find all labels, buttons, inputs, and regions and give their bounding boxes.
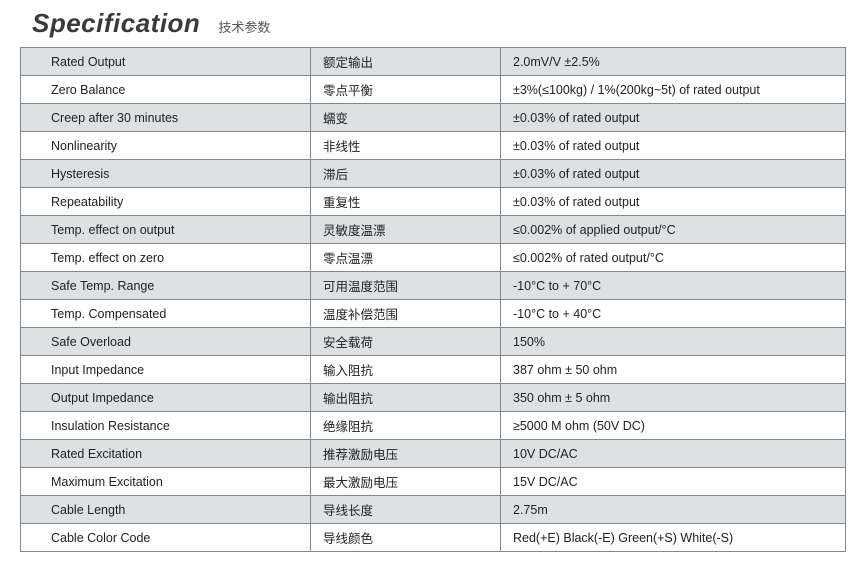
spec-name-en: Output Impedance <box>21 384 311 412</box>
table-row: Cable Length导线长度2.75m <box>21 496 846 524</box>
spec-name-zh: 重复性 <box>311 188 501 216</box>
spec-value: ±0.03% of rated output <box>501 160 846 188</box>
spec-value: ≥5000 M ohm (50V DC) <box>501 412 846 440</box>
table-row: Output Impedance输出阻抗350 ohm ± 5 ohm <box>21 384 846 412</box>
spec-value: 150% <box>501 328 846 356</box>
spec-value: -10°C to + 70°C <box>501 272 846 300</box>
spec-value: ±0.03% of rated output <box>501 188 846 216</box>
spec-name-zh: 额定输出 <box>311 48 501 76</box>
table-row: Maximum Excitation最大激励电压15V DC/AC <box>21 468 846 496</box>
spec-name-en: Temp. effect on zero <box>21 244 311 272</box>
spec-name-zh: 输出阻抗 <box>311 384 501 412</box>
spec-value: 2.75m <box>501 496 846 524</box>
spec-name-zh: 推荐激励电压 <box>311 440 501 468</box>
title-en: Specification <box>32 8 200 39</box>
table-row: Safe Overload安全载荷150% <box>21 328 846 356</box>
spec-name-en: Rated Excitation <box>21 440 311 468</box>
spec-name-en: Rated Output <box>21 48 311 76</box>
table-row: Rated Excitation推荐激励电压10V DC/AC <box>21 440 846 468</box>
spec-value: -10°C to + 40°C <box>501 300 846 328</box>
spec-name-en: Maximum Excitation <box>21 468 311 496</box>
spec-name-en: Nonlinearity <box>21 132 311 160</box>
table-row: Repeatability重复性±0.03% of rated output <box>21 188 846 216</box>
table-row: Input Impedance输入阻抗387 ohm ± 50 ohm <box>21 356 846 384</box>
spec-name-en: Repeatability <box>21 188 311 216</box>
spec-name-zh: 零点温漂 <box>311 244 501 272</box>
table-row: Rated Output额定输出2.0mV/V ±2.5% <box>21 48 846 76</box>
spec-name-zh: 导线长度 <box>311 496 501 524</box>
spec-value: 350 ohm ± 5 ohm <box>501 384 846 412</box>
spec-name-en: Creep after 30 minutes <box>21 104 311 132</box>
spec-name-zh: 可用温度范围 <box>311 272 501 300</box>
spec-name-en: Temp. Compensated <box>21 300 311 328</box>
title-zh: 技术参数 <box>218 17 270 36</box>
table-row: Creep after 30 minutes蠕变±0.03% of rated … <box>21 104 846 132</box>
spec-name-en: Zero Balance <box>21 76 311 104</box>
spec-name-zh: 灵敏度温漂 <box>311 216 501 244</box>
table-row: Hysteresis滞后±0.03% of rated output <box>21 160 846 188</box>
spec-name-zh: 绝缘阻抗 <box>311 412 501 440</box>
spec-name-en: Input Impedance <box>21 356 311 384</box>
spec-value: ±0.03% of rated output <box>501 132 846 160</box>
spec-name-en: Temp. effect on output <box>21 216 311 244</box>
table-row: Insulation Resistance绝缘阻抗≥5000 M ohm (50… <box>21 412 846 440</box>
spec-name-en: Safe Overload <box>21 328 311 356</box>
spec-table: Rated Output额定输出2.0mV/V ±2.5%Zero Balanc… <box>20 47 846 552</box>
spec-value: 15V DC/AC <box>501 468 846 496</box>
spec-value: ±3%(≤100kg) / 1%(200kg~5t) of rated outp… <box>501 76 846 104</box>
table-row: Temp. Compensated温度补偿范围-10°C to + 40°C <box>21 300 846 328</box>
table-row: Safe Temp. Range可用温度范围-10°C to + 70°C <box>21 272 846 300</box>
spec-name-en: Hysteresis <box>21 160 311 188</box>
spec-name-zh: 最大激励电压 <box>311 468 501 496</box>
spec-value: ≤0.002% of applied output/°C <box>501 216 846 244</box>
table-row: Zero Balance零点平衡±3%(≤100kg) / 1%(200kg~5… <box>21 76 846 104</box>
spec-name-zh: 输入阻抗 <box>311 356 501 384</box>
spec-value: 387 ohm ± 50 ohm <box>501 356 846 384</box>
spec-value: 10V DC/AC <box>501 440 846 468</box>
spec-header: Specification 技术参数 <box>20 8 846 39</box>
table-row: Nonlinearity非线性±0.03% of rated output <box>21 132 846 160</box>
spec-name-zh: 零点平衡 <box>311 76 501 104</box>
spec-name-zh: 非线性 <box>311 132 501 160</box>
spec-name-en: Insulation Resistance <box>21 412 311 440</box>
spec-name-zh: 安全载荷 <box>311 328 501 356</box>
spec-value: ±0.03% of rated output <box>501 104 846 132</box>
spec-value: 2.0mV/V ±2.5% <box>501 48 846 76</box>
spec-name-zh: 温度补偿范围 <box>311 300 501 328</box>
spec-name-en: Cable Length <box>21 496 311 524</box>
spec-name-zh: 滞后 <box>311 160 501 188</box>
spec-name-zh: 蠕变 <box>311 104 501 132</box>
table-row: Temp. effect on zero零点温漂≤0.002% of rated… <box>21 244 846 272</box>
spec-name-en: Safe Temp. Range <box>21 272 311 300</box>
spec-value: ≤0.002% of rated output/°C <box>501 244 846 272</box>
table-row: Temp. effect on output灵敏度温漂≤0.002% of ap… <box>21 216 846 244</box>
